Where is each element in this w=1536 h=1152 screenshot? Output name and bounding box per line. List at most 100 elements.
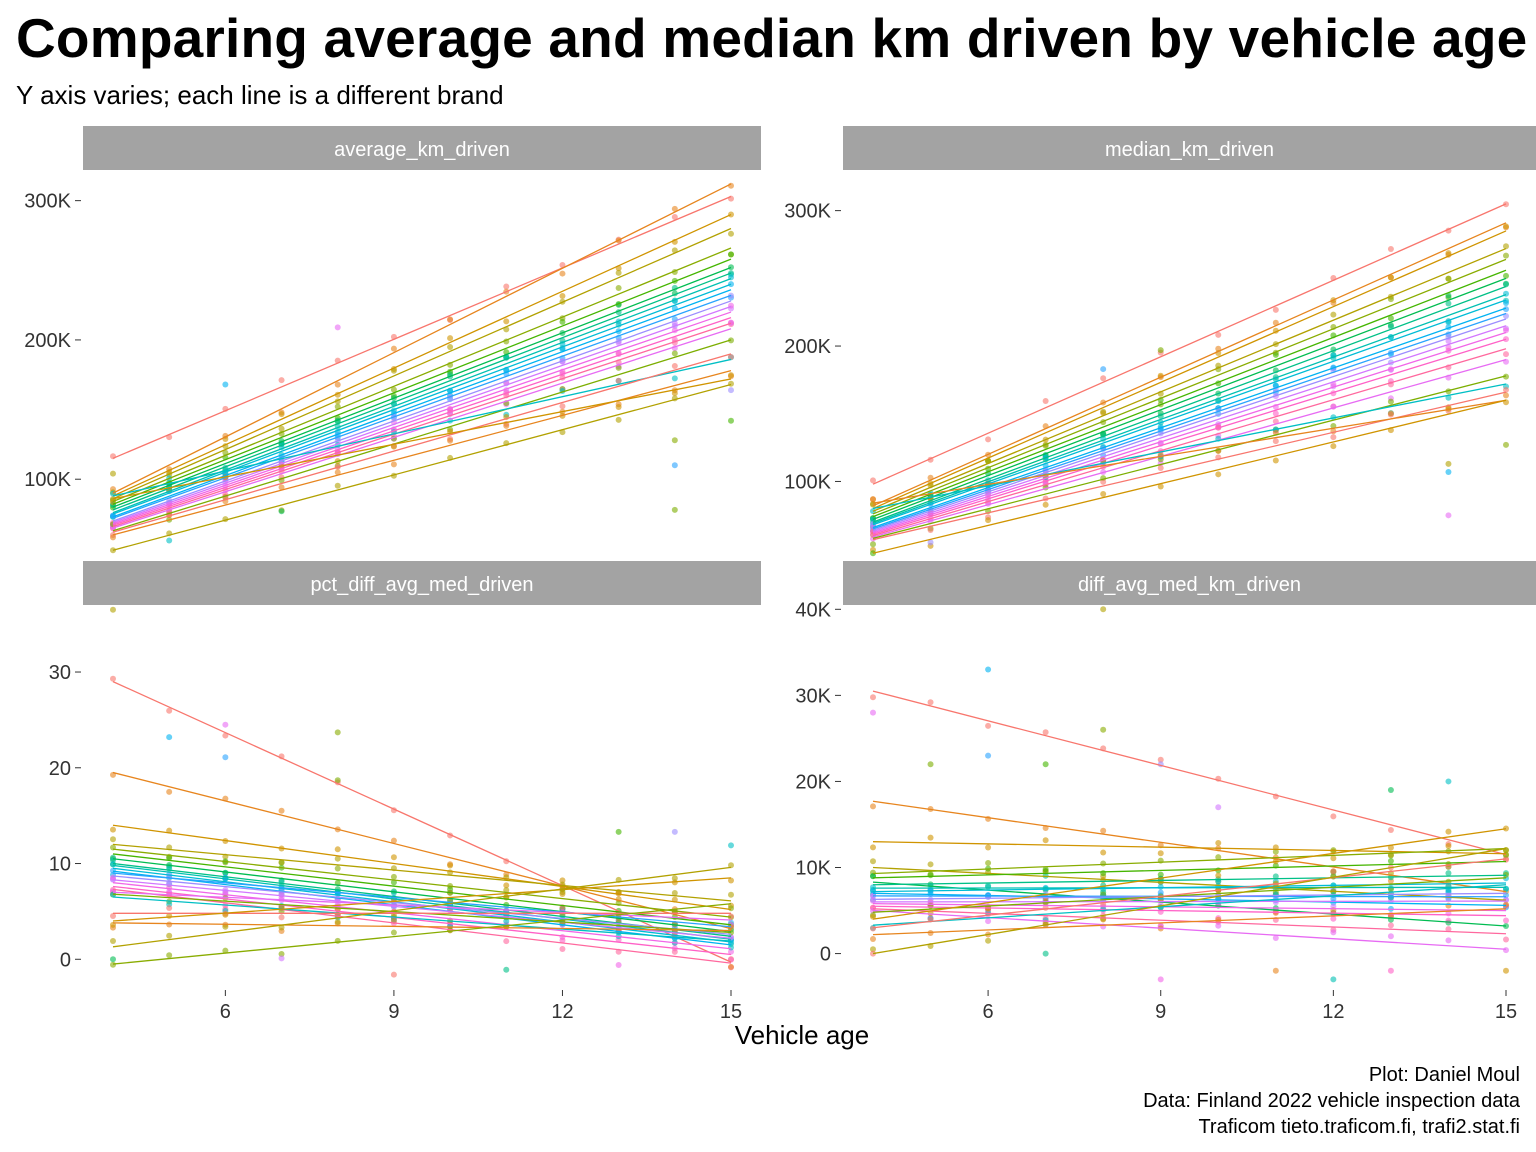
data-point [1157, 850, 1164, 857]
data-point [870, 925, 876, 932]
brand-trend-line [112, 247, 732, 503]
data-point [870, 803, 876, 810]
brand-trend-line [872, 383, 1507, 510]
brand-trend-line [872, 358, 1507, 538]
data-point [503, 318, 510, 325]
y-tick-label: 40K [795, 599, 831, 621]
y-tick-label: 10K [795, 858, 831, 880]
caption-line-1: Plot: Daniel Moul [1368, 1064, 1520, 1086]
outlier-point [985, 666, 992, 673]
data-point [1387, 827, 1394, 834]
data-point [1503, 936, 1509, 943]
data-point [222, 923, 229, 930]
x-tick-label: 6 [983, 1001, 994, 1023]
panel-pct_diff_avg_med_driven: pct_diff_avg_med_driven 0 10 20 30 6 9 12 15 [49, 561, 761, 1023]
y-tick-label: 100K [784, 471, 831, 493]
brand-trend-line [112, 882, 732, 950]
brand-trend-line [112, 294, 732, 519]
data-point [671, 362, 678, 369]
data-point [1330, 311, 1337, 318]
x-tick-label: 15 [1495, 1001, 1517, 1023]
outlier-point [927, 539, 934, 546]
data-point [671, 214, 678, 221]
data-point [1157, 465, 1164, 472]
data-point [1387, 410, 1394, 417]
data-point [1503, 917, 1509, 924]
y-tick-label: 20 [49, 758, 71, 780]
outlier-point [1445, 460, 1452, 467]
brand-trend-line [872, 903, 1507, 912]
data-point [728, 944, 734, 951]
data-point [1272, 438, 1279, 445]
caption: Plot: Daniel Moul Data: Finland 2022 veh… [1143, 1062, 1520, 1140]
data-point [1445, 828, 1452, 835]
outlier-point [671, 828, 678, 835]
data-point [927, 526, 934, 533]
brand-trend-line [112, 864, 732, 940]
data-point [447, 335, 454, 342]
data-point [1100, 860, 1107, 867]
brand-trend-line [112, 858, 732, 933]
data-point [334, 846, 341, 853]
brand-trend-line [112, 824, 732, 911]
brand-trend-line [872, 318, 1507, 531]
data-point [334, 381, 341, 388]
outlier-point [1503, 441, 1509, 448]
data-point [1215, 471, 1222, 478]
data-point [728, 354, 734, 361]
data-point [559, 877, 566, 884]
data-point [166, 788, 173, 795]
data-point [671, 875, 678, 882]
brand-trend-line [112, 311, 732, 525]
data-point [559, 403, 566, 410]
brand-trend-line [112, 289, 732, 518]
data-point [1157, 756, 1164, 763]
brand-trend-line [872, 299, 1507, 526]
data-point [1042, 729, 1049, 736]
data-point [1387, 852, 1394, 859]
outlier-point [1157, 347, 1164, 354]
facet-strip-label: pct_diff_avg_med_driven [310, 574, 533, 596]
data-point [985, 882, 992, 889]
data-point [870, 477, 876, 484]
brand-trend-line [112, 870, 732, 946]
data-point [559, 292, 566, 299]
data-point [1215, 854, 1222, 861]
brand-trend-line [112, 383, 732, 551]
data-point [1100, 915, 1107, 922]
facet-strip-label: diff_avg_med_km_driven [1078, 574, 1301, 596]
data-point [222, 947, 229, 954]
brand-trend-line [872, 881, 1507, 927]
brand-trend-line [112, 322, 732, 528]
data-point [334, 469, 341, 476]
data-point [1272, 351, 1279, 358]
data-point [870, 844, 876, 851]
y-tick-label: 30 [49, 662, 71, 684]
brand-trend-line [872, 348, 1507, 537]
data-point [728, 913, 734, 920]
brand-trend-line [112, 866, 732, 948]
brand-trend-line [872, 247, 1507, 512]
outlier-point [1445, 468, 1452, 475]
y-tick-label: 10 [49, 854, 71, 876]
brand-trend-line [872, 690, 1507, 856]
brand-trend-line [112, 339, 732, 532]
brand-trend-line [872, 892, 1507, 907]
data-point [985, 918, 992, 925]
brand-trend-line [872, 269, 1507, 518]
data-point [503, 938, 510, 945]
data-point [1387, 857, 1394, 864]
data-point [334, 482, 341, 489]
outlier-point [1042, 761, 1049, 768]
brand-trend-line [112, 328, 732, 529]
brand-trend-line [872, 285, 1507, 523]
data-point [1215, 331, 1222, 338]
data-point [503, 422, 510, 429]
data-point [671, 375, 678, 382]
data-point [985, 436, 992, 443]
outlier-point [1330, 976, 1337, 983]
outlier-point [1445, 778, 1452, 785]
data-point [110, 826, 116, 833]
outlier-point [222, 721, 229, 728]
x-tick-label: 9 [388, 1001, 399, 1023]
